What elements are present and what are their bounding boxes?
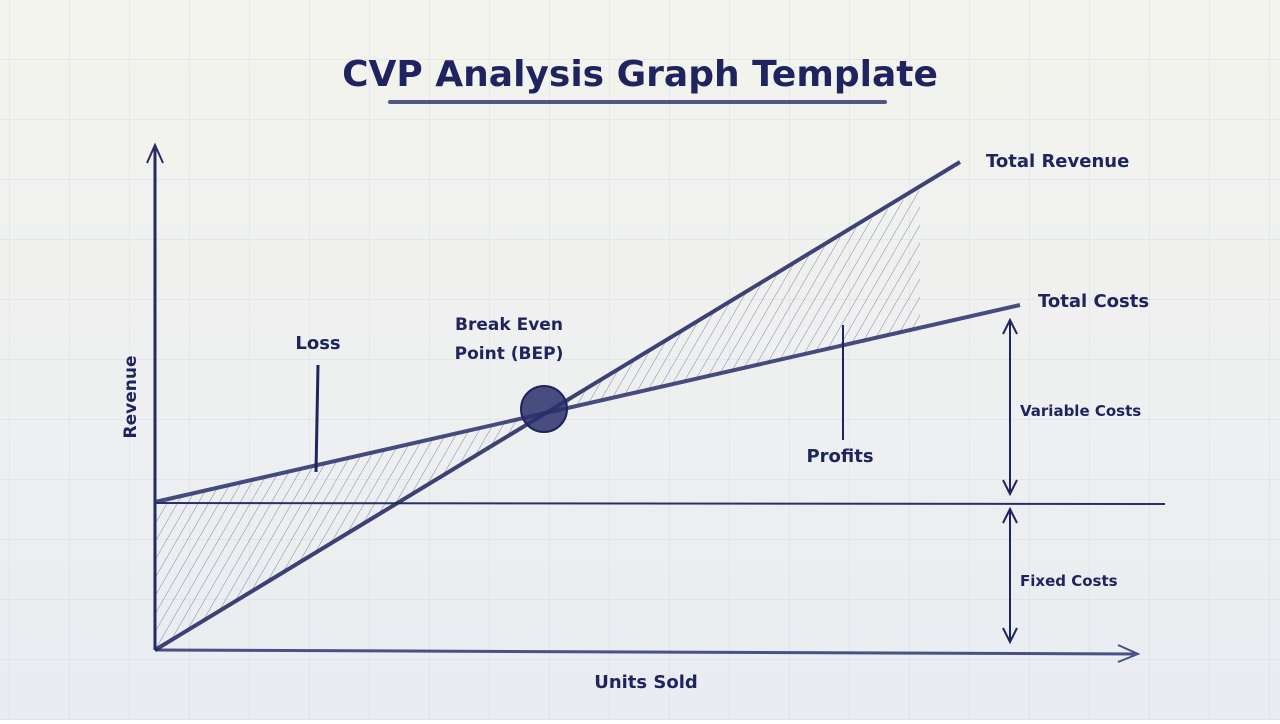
variable-costs-label: Variable Costs xyxy=(1020,402,1141,420)
y-arrow xyxy=(146,142,164,164)
fixed-cost-line xyxy=(154,502,1166,505)
y-axis-label: Revenue xyxy=(121,356,141,439)
fixed-arrowheads xyxy=(1002,506,1018,645)
x-axis-label: Units Sold xyxy=(594,672,698,693)
bep-label: Break Even xyxy=(455,315,563,335)
variable-arrowheads xyxy=(1002,317,1018,497)
total-revenue-label: Total Revenue xyxy=(986,151,1129,172)
profits-label: Profits xyxy=(806,446,873,467)
loss-pointer xyxy=(314,364,320,473)
loss-label: Loss xyxy=(295,333,340,354)
fixed-costs-label: Fixed Costs xyxy=(1020,572,1118,590)
bep-label: Point (BEP) xyxy=(455,344,564,364)
total-costs-line xyxy=(154,303,1021,504)
x-arrow xyxy=(1117,644,1141,663)
total-costs-label: Total Costs xyxy=(1038,291,1149,312)
bep-marker xyxy=(520,385,568,433)
title: CVP Analysis Graph Template xyxy=(342,54,938,95)
x-axis xyxy=(154,648,1136,656)
